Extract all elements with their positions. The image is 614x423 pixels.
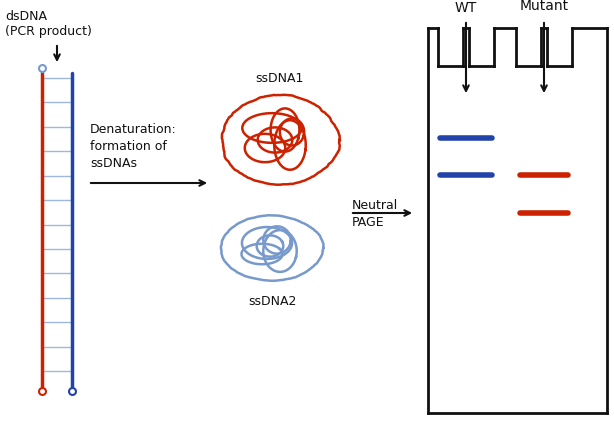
Text: Denaturation:
formation of
ssDNAs: Denaturation: formation of ssDNAs [90, 123, 177, 170]
Text: Neutral
PAGE: Neutral PAGE [352, 199, 398, 229]
Text: dsDNA
(PCR product): dsDNA (PCR product) [5, 10, 92, 38]
Text: ssDNA1: ssDNA1 [255, 72, 303, 85]
Text: Mutant: Mutant [519, 0, 569, 13]
Text: WT: WT [455, 1, 477, 15]
Text: ssDNA2: ssDNA2 [248, 295, 297, 308]
